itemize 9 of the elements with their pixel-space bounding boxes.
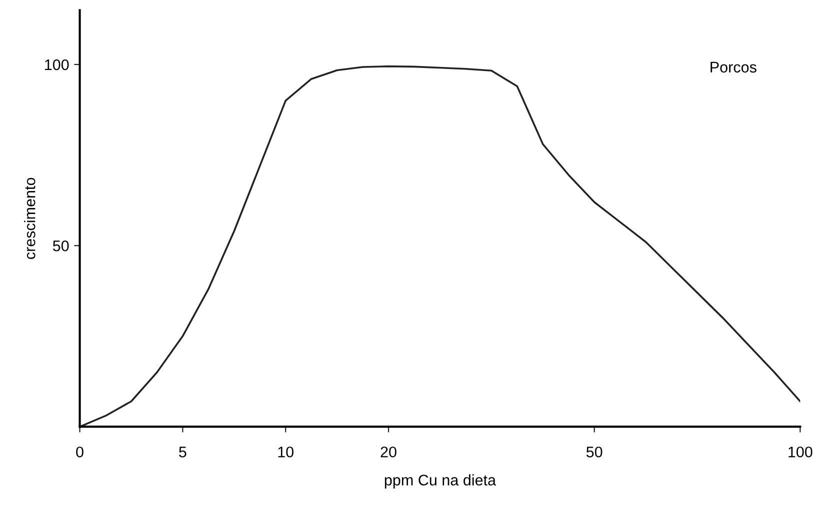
x-tick-label: 20 (380, 446, 396, 458)
x-tick-label: 5 (179, 446, 186, 458)
y-axis-title: crescimento (24, 178, 36, 259)
x-axis-title: ppm Cu na dieta (384, 474, 496, 489)
x-tick-label: 10 (278, 446, 294, 458)
x-tick-label: 0 (76, 446, 84, 458)
annotation: Porcos (710, 62, 756, 73)
x-tick-label: 100 (788, 446, 812, 458)
x-tick-label: 50 (586, 446, 602, 458)
